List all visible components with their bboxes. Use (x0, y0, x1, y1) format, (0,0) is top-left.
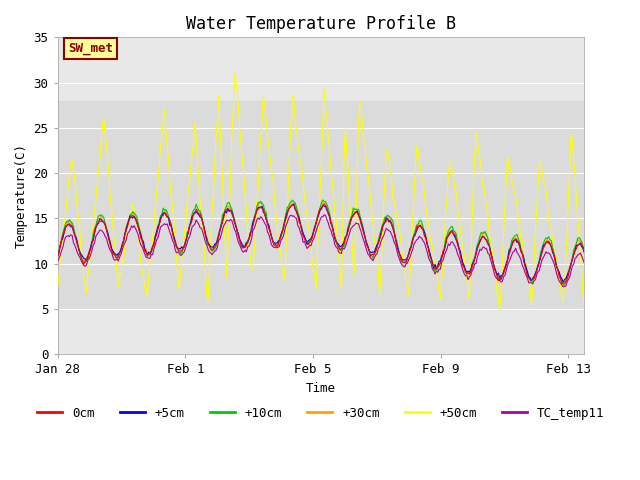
+50cm (230, 70, 238, 76)
TC_temp11 (117, 252, 125, 257)
+10cm (319, 197, 327, 203)
Line: 0cm: 0cm (58, 204, 584, 284)
0cm (117, 249, 125, 254)
+30cm (225, 203, 233, 209)
0cm (435, 262, 443, 267)
0cm (54, 252, 61, 258)
+5cm (387, 218, 394, 224)
Line: +30cm: +30cm (58, 202, 584, 285)
+10cm (225, 200, 233, 205)
+50cm (54, 284, 61, 290)
+5cm (117, 246, 125, 252)
+50cm (496, 307, 504, 313)
+5cm (225, 209, 233, 215)
+10cm (54, 252, 61, 258)
+50cm (580, 307, 588, 312)
+30cm (262, 216, 270, 222)
0cm (321, 201, 328, 207)
TC_temp11 (387, 228, 394, 234)
Line: +10cm: +10cm (58, 200, 584, 286)
+50cm (435, 288, 443, 293)
0cm (580, 248, 588, 254)
+10cm (438, 255, 445, 261)
Text: SW_met: SW_met (68, 42, 113, 55)
+5cm (580, 250, 588, 255)
+10cm (117, 248, 125, 253)
TC_temp11 (225, 218, 233, 224)
TC_temp11 (580, 260, 588, 265)
+5cm (290, 201, 298, 207)
0cm (558, 281, 566, 287)
Legend: 0cm, +5cm, +10cm, +30cm, +50cm, TC_temp11: 0cm, +5cm, +10cm, +30cm, +50cm, TC_temp1… (32, 402, 610, 424)
TC_temp11 (435, 266, 443, 272)
+30cm (117, 246, 125, 252)
+10cm (387, 215, 394, 220)
+30cm (322, 199, 330, 204)
Bar (58, 101, 584, 309)
TC_temp11 (321, 212, 328, 217)
+50cm (438, 277, 445, 283)
+50cm (225, 216, 233, 221)
TC_temp11 (559, 284, 567, 289)
+30cm (54, 255, 61, 261)
TC_temp11 (262, 223, 270, 228)
0cm (225, 207, 233, 213)
+10cm (262, 209, 270, 215)
+10cm (580, 245, 588, 251)
+30cm (559, 282, 567, 288)
+5cm (438, 253, 445, 259)
+30cm (387, 216, 394, 222)
Line: +50cm: +50cm (58, 73, 584, 310)
+5cm (435, 259, 443, 264)
+50cm (387, 170, 394, 176)
+30cm (438, 255, 445, 261)
TC_temp11 (54, 259, 61, 265)
+5cm (559, 279, 567, 285)
TC_temp11 (438, 259, 445, 265)
+50cm (264, 132, 271, 138)
+5cm (262, 216, 270, 222)
+10cm (561, 283, 568, 288)
+10cm (435, 263, 443, 269)
+5cm (54, 253, 61, 259)
Title: Water Temperature Profile B: Water Temperature Profile B (186, 15, 456, 33)
Line: TC_temp11: TC_temp11 (58, 215, 584, 287)
Line: +5cm: +5cm (58, 204, 584, 282)
0cm (387, 218, 394, 224)
0cm (262, 216, 270, 222)
Y-axis label: Temperature(C): Temperature(C) (15, 143, 28, 248)
+50cm (117, 273, 125, 279)
+30cm (435, 263, 443, 268)
+30cm (580, 248, 588, 253)
0cm (438, 256, 445, 262)
X-axis label: Time: Time (306, 382, 336, 395)
